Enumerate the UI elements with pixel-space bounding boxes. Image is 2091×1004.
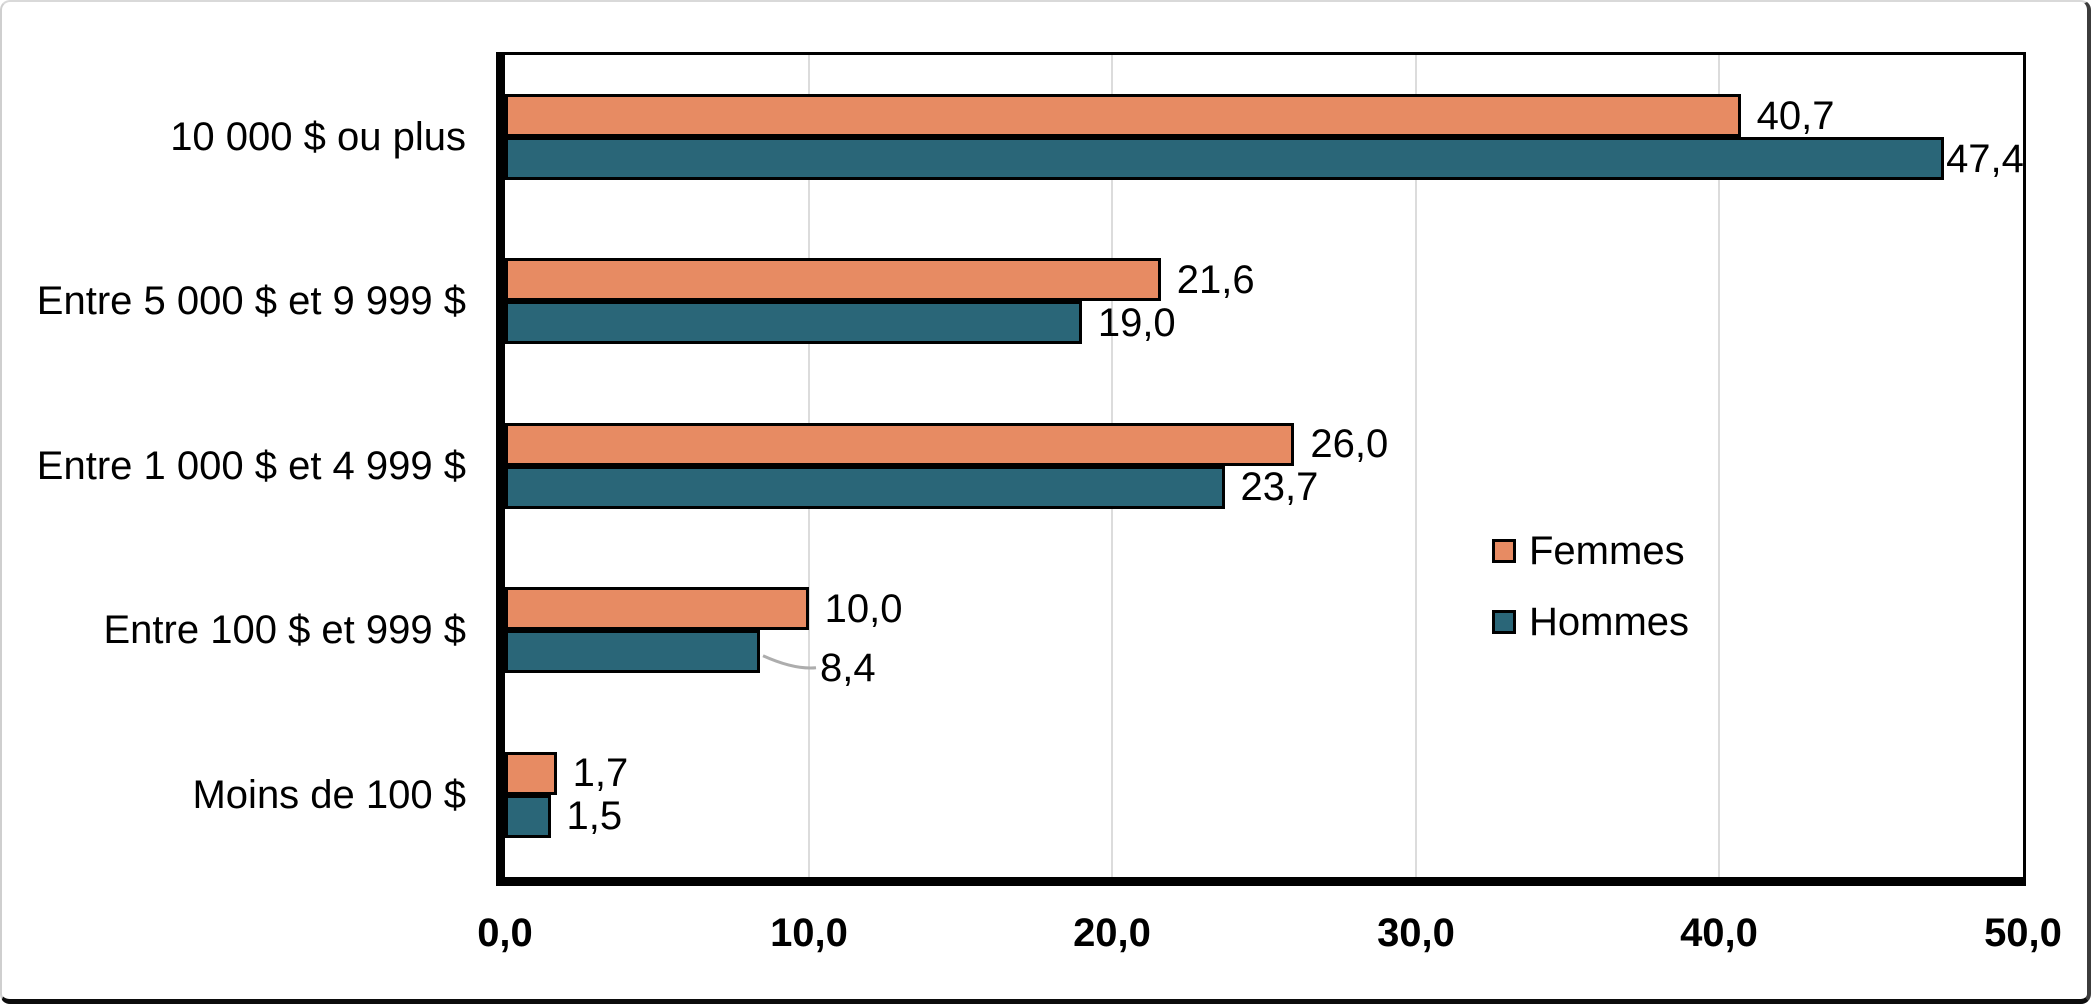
x-tick-label: 10,0 (770, 911, 848, 955)
value-label-femmes-1: 21,6 (1176, 257, 1255, 302)
bar-femmes-4 (505, 751, 557, 795)
legend: Femmes Hommes (1492, 525, 1689, 667)
category-label: Moins de 100 $ (192, 773, 466, 817)
x-tick-label: 40,0 (1680, 911, 1758, 955)
value-label-hommes-1: 19,0 (1097, 300, 1176, 345)
legend-swatch-femmes (1492, 539, 1516, 563)
legend-swatch-hommes (1492, 610, 1516, 634)
bar-hommes-1 (505, 301, 1082, 345)
value-label-hommes-3: 8,4 (820, 645, 876, 690)
value-label-hommes-2: 23,7 (1240, 465, 1319, 510)
x-tick-label: 0,0 (477, 911, 533, 955)
x-tick-label: 50,0 (1984, 911, 2062, 955)
bar-femmes-0 (505, 94, 1741, 137)
legend-label-femmes: Femmes (1529, 529, 1685, 573)
value-label-femmes-0: 40,7 (1756, 93, 1835, 138)
legend-label-hommes: Hommes (1529, 600, 1690, 644)
bar-femmes-1 (505, 258, 1161, 302)
bar-hommes-3 (505, 630, 761, 674)
category-label: 10 000 $ ou plus (170, 115, 466, 159)
category-label: Entre 100 $ et 999 $ (103, 608, 467, 652)
value-label-hommes-4: 1,5 (566, 794, 623, 839)
legend-item-hommes: Hommes (1492, 596, 1689, 648)
bar-hommes-2 (505, 465, 1225, 509)
gridline-30 (1414, 55, 1417, 877)
x-tick-label: 30,0 (1377, 911, 1455, 955)
gridline-40 (1718, 55, 1721, 877)
value-label-hommes-0: 47,4 (1946, 136, 2024, 181)
bar-femmes-2 (505, 422, 1295, 466)
value-label-femmes-4: 1,7 (572, 751, 629, 796)
category-label: Entre 1 000 $ et 4 999 $ (36, 444, 466, 488)
bar-hommes-0 (505, 137, 1945, 180)
x-tick-label: 20,0 (1073, 911, 1151, 955)
legend-item-femmes: Femmes (1492, 525, 1689, 577)
category-label: Entre 5 000 $ et 9 999 $ (36, 279, 466, 323)
value-label-femmes-3: 10,0 (824, 586, 903, 631)
value-label-femmes-2: 26,0 (1310, 422, 1389, 467)
plot-area: 40,7 47,4 21,6 19,0 26,0 23,7 10,0 8,4 1,7 1,5 (496, 52, 2026, 886)
bar-hommes-4 (505, 794, 551, 838)
bar-femmes-3 (505, 587, 809, 631)
